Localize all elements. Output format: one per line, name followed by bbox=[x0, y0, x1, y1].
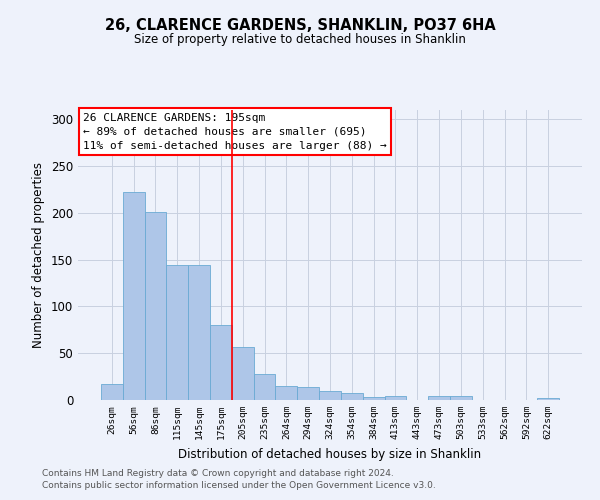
Text: Size of property relative to detached houses in Shanklin: Size of property relative to detached ho… bbox=[134, 32, 466, 46]
Bar bbox=[428, 396, 450, 400]
Y-axis label: Number of detached properties: Number of detached properties bbox=[32, 162, 46, 348]
Bar bbox=[166, 266, 188, 400]
Bar bbox=[537, 398, 559, 400]
Bar bbox=[341, 392, 363, 400]
Bar bbox=[123, 192, 145, 400]
Bar bbox=[385, 396, 406, 400]
Text: Contains HM Land Registry data © Crown copyright and database right 2024.: Contains HM Land Registry data © Crown c… bbox=[42, 468, 394, 477]
X-axis label: Distribution of detached houses by size in Shanklin: Distribution of detached houses by size … bbox=[178, 448, 482, 460]
Text: Contains public sector information licensed under the Open Government Licence v3: Contains public sector information licen… bbox=[42, 481, 436, 490]
Bar bbox=[210, 325, 232, 400]
Text: 26 CLARENCE GARDENS: 195sqm
← 89% of detached houses are smaller (695)
11% of se: 26 CLARENCE GARDENS: 195sqm ← 89% of det… bbox=[83, 113, 387, 151]
Bar bbox=[319, 390, 341, 400]
Bar bbox=[232, 346, 254, 400]
Bar bbox=[254, 374, 275, 400]
Bar bbox=[297, 387, 319, 400]
Bar bbox=[450, 396, 472, 400]
Bar bbox=[275, 386, 297, 400]
Bar bbox=[363, 397, 385, 400]
Bar bbox=[188, 266, 210, 400]
Bar bbox=[145, 212, 166, 400]
Text: 26, CLARENCE GARDENS, SHANKLIN, PO37 6HA: 26, CLARENCE GARDENS, SHANKLIN, PO37 6HA bbox=[104, 18, 496, 32]
Bar bbox=[101, 384, 123, 400]
